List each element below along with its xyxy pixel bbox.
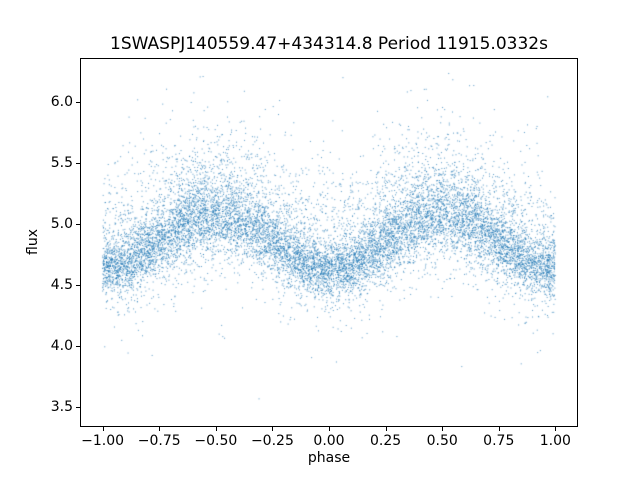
x-tick-mark [442,427,444,431]
x-tick-label: 0.25 [369,433,402,449]
x-tick-mark [329,427,330,431]
y-tick-label: 5.0 [50,216,73,233]
x-tick-label: −1.00 [81,433,125,449]
y-tick-mark [76,346,80,348]
x-tick-mark [555,427,557,431]
y-tick-mark [76,285,80,287]
x-tick-mark [215,427,217,431]
x-tick-label: −0.75 [137,433,181,449]
y-tick-label: 4.0 [50,338,73,355]
x-tick-label: −0.50 [194,433,238,449]
x-tick-label: 0.50 [426,433,458,449]
x-tick-label: 0.00 [313,433,345,449]
y-tick-mark [76,101,80,103]
x-tick-mark [102,427,104,431]
x-tick-label: −0.25 [250,433,294,449]
x-tick-mark [385,427,387,431]
y-tick-label: 5.5 [50,155,73,172]
y-axis-label: flux [25,229,41,255]
x-tick-mark [272,427,274,431]
x-tick-mark [498,427,500,431]
x-axis-label: phase [307,450,351,466]
x-tick-label: 1.00 [539,433,571,449]
y-tick-label: 3.5 [50,399,73,416]
y-tick-label: 4.5 [50,277,73,294]
y-tick-label: 6.0 [50,93,73,110]
chart-title: 1SWASPJ140559.47+434314.8 Period 11915.0… [110,34,548,54]
x-tick-label: 0.75 [483,433,515,449]
y-tick-mark [76,224,80,226]
y-tick-mark [76,407,80,409]
x-tick-mark [159,427,161,431]
y-tick-mark [76,163,80,165]
